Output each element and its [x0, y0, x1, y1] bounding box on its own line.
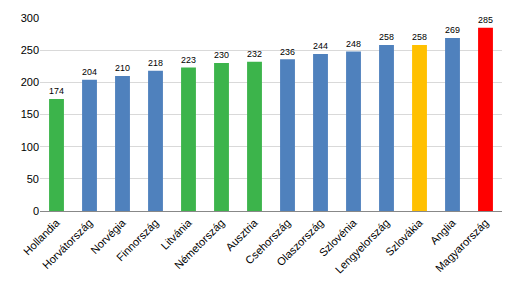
svg-text:269: 269 [445, 25, 460, 35]
svg-text:200: 200 [21, 76, 39, 88]
svg-text:285: 285 [478, 15, 493, 25]
svg-text:150: 150 [21, 108, 39, 120]
svg-text:Szlovákia: Szlovákia [383, 216, 425, 258]
svg-text:258: 258 [379, 32, 394, 42]
svg-text:Norvégia: Norvégia [88, 216, 128, 256]
svg-text:Olaszország: Olaszország [274, 217, 326, 269]
svg-text:Finnország: Finnország [114, 217, 161, 264]
svg-text:Ausztria: Ausztria [223, 216, 260, 253]
svg-text:248: 248 [346, 39, 361, 49]
svg-text:230: 230 [214, 50, 229, 60]
svg-text:Csehország: Csehország [243, 217, 293, 267]
svg-text:50: 50 [27, 173, 39, 185]
svg-text:Lengyelország: Lengyelország [333, 217, 392, 276]
svg-text:Anglia: Anglia [428, 216, 459, 247]
svg-text:204: 204 [82, 67, 97, 77]
svg-text:223: 223 [181, 55, 196, 65]
svg-text:174: 174 [49, 86, 64, 96]
svg-text:Hollandia: Hollandia [21, 216, 63, 258]
svg-text:258: 258 [412, 32, 427, 42]
svg-text:Litvánia: Litvánia [159, 216, 195, 252]
svg-text:Szlovénia: Szlovénia [317, 216, 360, 259]
svg-text:0: 0 [33, 205, 39, 217]
svg-text:250: 250 [21, 44, 39, 56]
svg-text:300: 300 [21, 12, 39, 24]
svg-text:232: 232 [247, 49, 262, 59]
svg-text:244: 244 [313, 41, 328, 51]
svg-text:236: 236 [280, 47, 295, 57]
svg-text:218: 218 [148, 58, 163, 68]
svg-text:Horvátország: Horvátország [40, 217, 95, 272]
svg-text:100: 100 [21, 141, 39, 153]
svg-text:Németország: Németország [172, 217, 227, 272]
svg-text:210: 210 [115, 63, 130, 73]
svg-text:Magyarország: Magyarország [433, 217, 491, 275]
